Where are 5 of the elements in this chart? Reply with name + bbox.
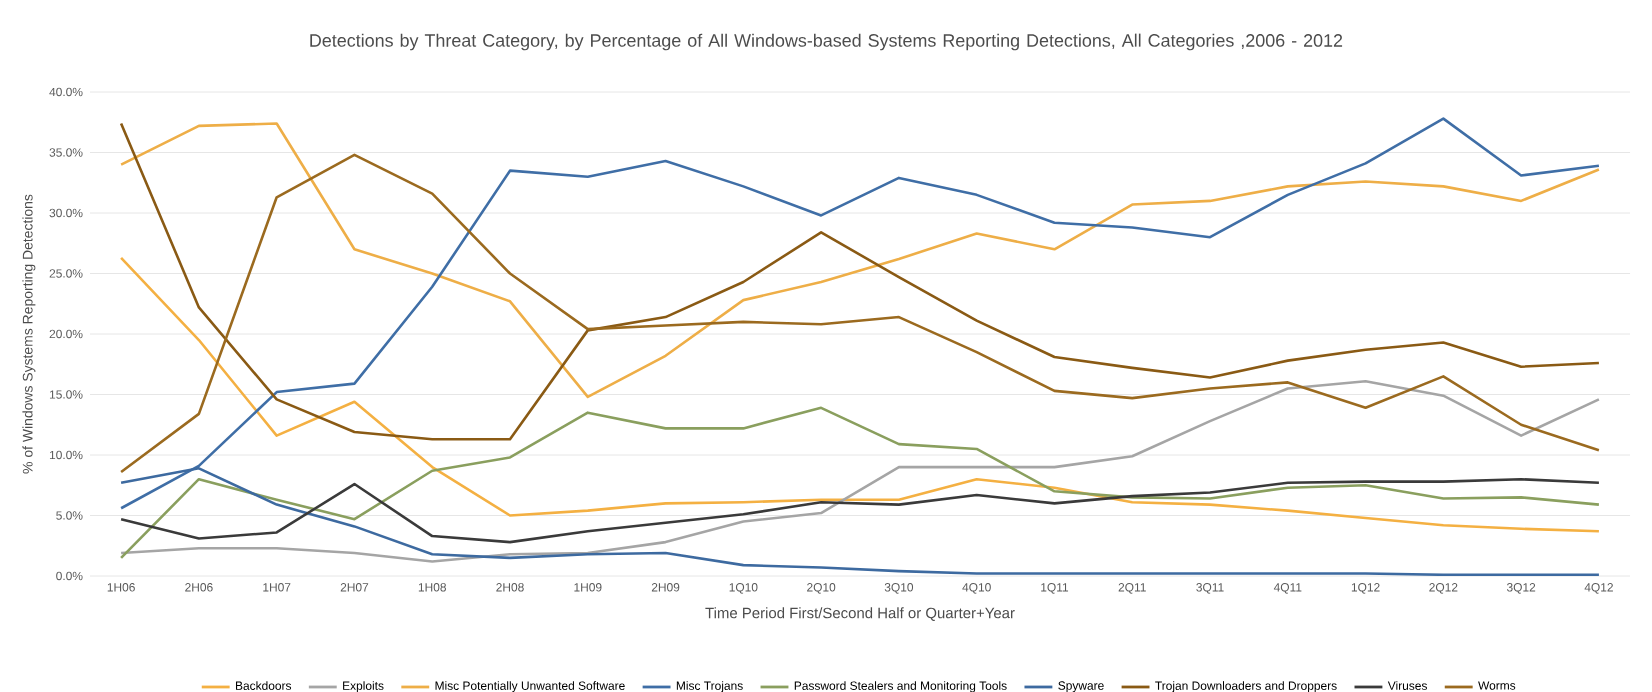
chart-title: Detections by Threat Category, by Percentage of All Windows-based Systems Reporting Detections, All Categories ,2006 - 2012 (310, 33, 1343, 51)
line-series (119, 256, 1601, 533)
line-series (119, 153, 1601, 474)
line-series (119, 477, 1601, 544)
line-series (119, 406, 1601, 560)
